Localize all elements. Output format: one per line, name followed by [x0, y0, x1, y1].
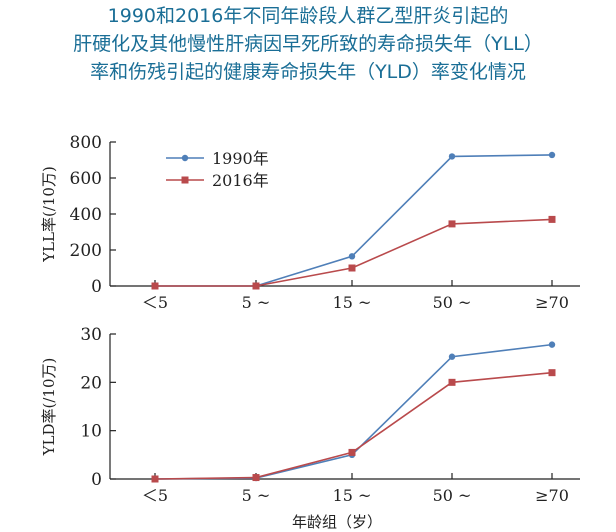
panel1-series-1-line: [155, 218, 553, 287]
legend-0-marker: [181, 154, 189, 162]
panel2-y-axis-label: YLD率(/10万): [40, 358, 58, 457]
title-line-3: 率和伤残引起的健康寿命损失年（YLD）率变化情况: [90, 61, 526, 83]
panel1-x-tick-label: 5 ~: [242, 293, 271, 312]
panel2-series-0-line: [154, 343, 553, 480]
panel1-y-axis-label: YLL率(/10万): [40, 166, 58, 263]
panel1-x-tick-label: ＜5: [142, 293, 168, 312]
panel1-x-tick-label: ≥70: [535, 293, 569, 312]
legend-0-label: 1990年: [212, 149, 269, 168]
panel2-series-1-point: [151, 475, 159, 483]
legend-1-label: 2016年: [212, 171, 269, 190]
panel1-y-tick-label: 0: [91, 277, 102, 297]
panel1-series-1-point: [448, 220, 456, 228]
panel2-series-1-point: [252, 474, 260, 482]
panel1-y-tick-label: 600: [70, 169, 102, 189]
panel2-series-0-point: [448, 353, 456, 360]
panel1-series-1-point: [252, 282, 260, 290]
panel2-series-1-point: [348, 448, 356, 456]
panel2-y-tick-label: 10: [80, 422, 102, 442]
panel1-series-0-point: [348, 253, 356, 260]
panel2-y-tick-label: 0: [91, 470, 102, 490]
panel1-y-tick-label: 400: [70, 205, 102, 225]
title-line-2: 肝硬化及其他慢性肝病因早死所致的寿命损失年（YLL）: [73, 33, 543, 55]
title-line-1: 1990和2016年不同年龄段人群乙型肝炎引起的: [107, 5, 509, 27]
panel2-y-tick-label: 30: [80, 325, 102, 345]
panel2-x-tick-label: 15 ~: [333, 486, 372, 505]
panel2-y-tick-label: 20: [80, 373, 102, 393]
panel2-x-tick-label: 5 ~: [242, 486, 271, 505]
panel2-x-tick-label: 50 ~: [433, 486, 472, 505]
panel1-series-1-point: [151, 282, 159, 290]
panel1-x-tick-label: 15 ~: [333, 293, 372, 312]
panel2-x-axis-label: 年龄组（岁）: [292, 513, 382, 531]
panel2-series-1-line: [154, 371, 553, 480]
panel2-x-tick-label: ≥70: [535, 486, 569, 505]
chart-title: 1990和2016年不同年龄段人群乙型肝炎引起的 肝硬化及其他慢性肝病因早死所致…: [0, 2, 616, 86]
panel2-series-1-point: [548, 369, 556, 377]
panel2-x-tick-label: ＜5: [142, 486, 168, 505]
panel1-x-tick-label: 50 ~: [433, 293, 472, 312]
panel2-series-0-point: [548, 341, 556, 348]
panel1-y-tick-label: 800: [70, 133, 102, 153]
panel1-series-0-point: [548, 151, 556, 159]
panel1-y-tick-label: 200: [70, 241, 102, 261]
panel1-series-1-point: [348, 264, 356, 272]
panel1-series-0-point: [448, 153, 456, 160]
panel1-series-1-point: [548, 215, 556, 223]
panel2-series-1-point: [448, 378, 456, 386]
legend-1-marker: [181, 176, 189, 184]
